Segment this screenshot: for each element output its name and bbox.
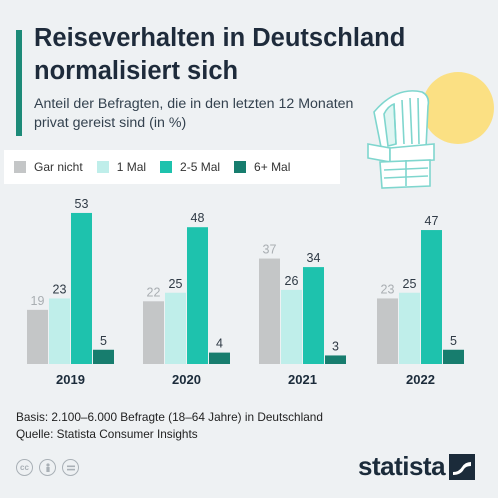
data-label: 5 bbox=[100, 334, 107, 348]
category-labels-layer: 2019 2020 2021 2022 bbox=[56, 372, 435, 387]
legend-item-2-5-mal: 2-5 Mal bbox=[160, 160, 220, 174]
legend-swatch bbox=[234, 161, 247, 173]
data-label: 37 bbox=[263, 243, 277, 257]
data-label: 26 bbox=[285, 274, 299, 288]
statista-logo-icon bbox=[449, 453, 476, 480]
bar-2020-gar-nicht bbox=[143, 301, 164, 364]
data-label: 23 bbox=[381, 282, 395, 296]
legend: Gar nicht 1 Mal 2-5 Mal 6+ Mal bbox=[4, 150, 340, 184]
bar-2019-gar-nicht bbox=[27, 309, 48, 364]
bar-2022-6-mal bbox=[443, 349, 464, 364]
person-icon[interactable] bbox=[39, 459, 56, 476]
license-icons: cc bbox=[16, 459, 85, 476]
legend-label: 2-5 Mal bbox=[180, 160, 221, 174]
brand[interactable]: statista bbox=[358, 451, 476, 482]
legend-item-6-plus-mal: 6+ Mal bbox=[234, 160, 290, 174]
chart-subtitle: Anteil der Befragten, die in den letzten… bbox=[34, 96, 354, 131]
bar-2022-gar-nicht bbox=[377, 298, 398, 364]
bar-2020-6-mal bbox=[209, 352, 230, 364]
legend-label: Gar nicht bbox=[34, 160, 83, 174]
legend-label: 1 Mal bbox=[116, 160, 147, 174]
data-label: 4 bbox=[216, 337, 223, 351]
bars-layer bbox=[27, 212, 464, 364]
data-label: 34 bbox=[307, 251, 321, 265]
labels-layer: 19 23 53 5 22 25 48 4 37 26 34 3 23 25 47 5 bbox=[31, 197, 457, 354]
data-label: 23 bbox=[53, 282, 67, 296]
data-label: 47 bbox=[425, 214, 439, 228]
bar-2020-2-5-mal bbox=[187, 227, 208, 364]
bar-2021-gar-nicht bbox=[259, 258, 280, 364]
legend-item-1-mal: 1 Mal bbox=[96, 160, 147, 174]
bar-2022-2-5-mal bbox=[421, 230, 442, 364]
bar-2022-1-mal bbox=[399, 292, 420, 364]
bar-2019-6-mal bbox=[93, 349, 114, 364]
legend-swatch bbox=[96, 161, 109, 173]
footer: Basis: 2.100–6.000 Befragte (18–64 Jahre… bbox=[16, 409, 323, 443]
data-label: 3 bbox=[332, 339, 339, 353]
category-label: 2019 bbox=[56, 372, 85, 387]
category-label: 2021 bbox=[288, 372, 317, 387]
sun-icon bbox=[422, 72, 494, 144]
beach-chair-illustration bbox=[367, 72, 494, 189]
bar-chart: 19 23 53 5 22 25 48 4 37 26 34 3 23 25 47 5 2019 2020 202… bbox=[27, 197, 464, 387]
bar-2021-1-mal bbox=[281, 289, 302, 364]
bar-2021-6-mal bbox=[325, 355, 346, 364]
brand-name: statista bbox=[358, 451, 446, 481]
data-label: 25 bbox=[403, 277, 417, 291]
category-label: 2022 bbox=[406, 372, 435, 387]
beach-chair-icon bbox=[367, 90, 435, 189]
footer-basis: Basis: 2.100–6.000 Befragte (18–64 Jahre… bbox=[16, 410, 323, 424]
legend-swatch bbox=[14, 161, 26, 173]
data-label: 53 bbox=[75, 197, 89, 211]
bar-2021-2-5-mal bbox=[303, 267, 324, 364]
data-label: 48 bbox=[191, 211, 205, 225]
chart-title: Reiseverhalten in Deutschland normalisie… bbox=[34, 24, 406, 85]
data-label: 22 bbox=[147, 285, 161, 299]
data-label: 19 bbox=[31, 294, 45, 308]
data-label: 25 bbox=[169, 277, 183, 291]
bar-2020-1-mal bbox=[165, 292, 186, 364]
data-label: 5 bbox=[450, 334, 457, 348]
category-label: 2020 bbox=[172, 372, 201, 387]
footer-source: Quelle: Statista Consumer Insights bbox=[16, 427, 198, 441]
cc-icon[interactable]: cc bbox=[16, 459, 33, 476]
bar-2019-2-5-mal bbox=[71, 212, 92, 364]
legend-label: 6+ Mal bbox=[254, 160, 291, 174]
legend-item-gar-nicht: Gar nicht bbox=[14, 160, 83, 174]
legend-swatch bbox=[160, 161, 173, 173]
bar-2019-1-mal bbox=[49, 298, 70, 364]
equals-icon[interactable] bbox=[62, 459, 79, 476]
accent-bar bbox=[16, 30, 22, 136]
